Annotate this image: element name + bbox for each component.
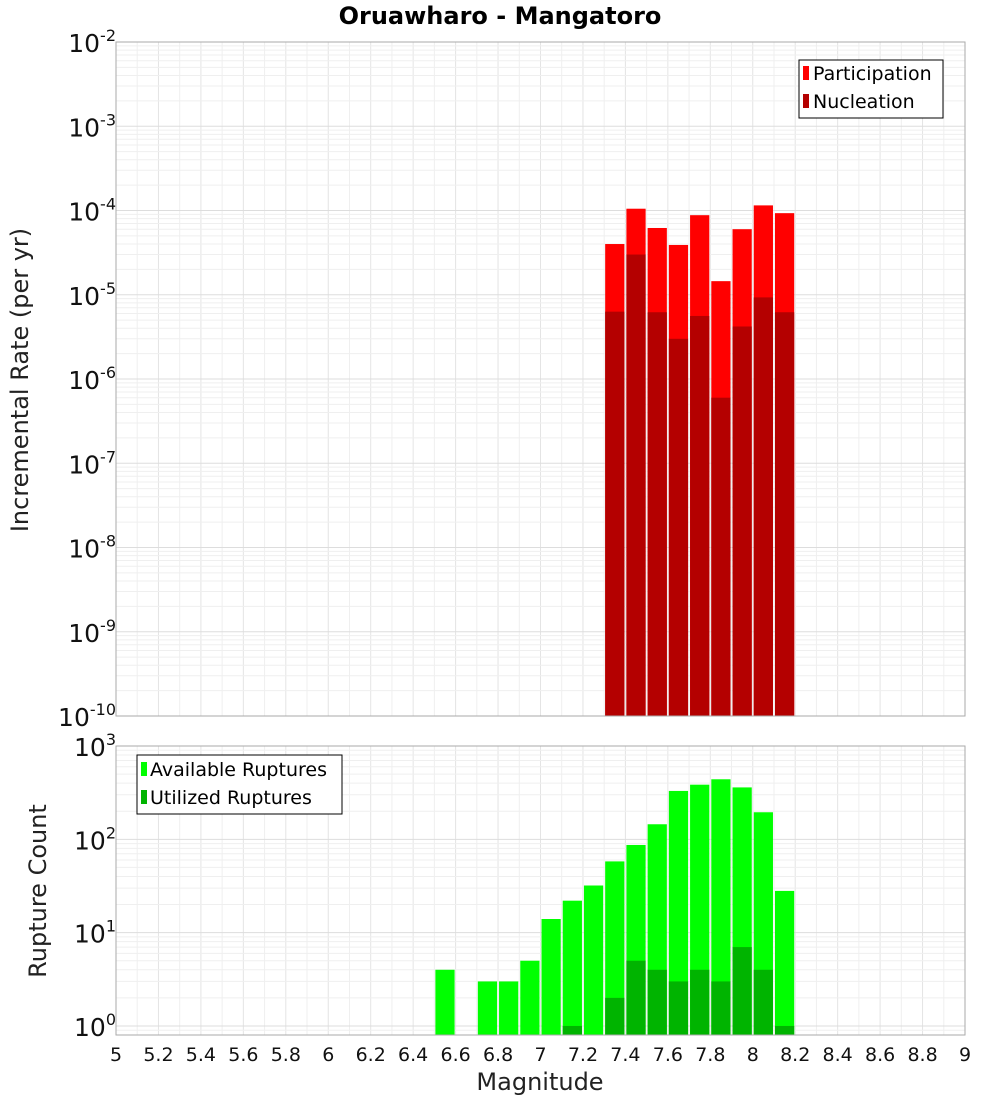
top-plot-frame [115, 41, 966, 717]
bar-nucleation [605, 311, 625, 716]
bar-nucleation [711, 397, 731, 716]
bottom-bars [435, 779, 795, 1035]
top-bars [605, 205, 795, 717]
y-tick-label: 10-10 [58, 700, 116, 732]
bar-available-ruptures [774, 890, 795, 1035]
x-tick-label: 7 [534, 1044, 546, 1066]
y-tick-label: 10-8 [68, 532, 116, 564]
legend-label-utilized-ruptures: Utilized Ruptures [150, 787, 312, 809]
top-legend-box [798, 59, 944, 119]
x-tick-label: 6.6 [440, 1044, 470, 1066]
x-tick-label: 5 [110, 1044, 122, 1066]
x-tick-labels: 5 5.2 5.4 5.6 5.8 6 6.2 6.4 6.6 6.8 7 7.2 7.4 7.6 7.8 8… [110, 1044, 971, 1066]
legend-label-participation: Participation [813, 63, 932, 85]
top-y-tick-labels: 10-10 10-9 10-8 10-7 10-6 10-5 10-4 10-3 10-2 [58, 26, 116, 732]
chart-title: Oruawharo - Mangatoro [339, 2, 662, 30]
bar-utilized-ruptures [690, 969, 710, 1035]
y-tick-label: 100 [74, 1010, 116, 1042]
bar-nucleation [774, 312, 795, 716]
bar-available-ruptures [668, 790, 689, 1035]
bar-utilized-ruptures [753, 969, 773, 1035]
bar-nucleation [753, 297, 773, 716]
legend-swatch-nucleation [803, 94, 809, 108]
bottom-legend: Available Ruptures Utilized Ruptures [136, 754, 343, 815]
x-tick-label: 6.4 [398, 1044, 428, 1066]
bar-utilized-ruptures [605, 997, 625, 1035]
x-tick-label: 8.2 [780, 1044, 810, 1066]
top-gridlines [115, 41, 966, 717]
top-legend: Participation Nucleation [798, 59, 944, 119]
x-tick-label: 6.2 [356, 1044, 386, 1066]
bar-available-ruptures [711, 779, 731, 1035]
x-tick-label: 5.4 [186, 1044, 216, 1066]
bar-utilized-ruptures [626, 960, 646, 1035]
x-tick-label: 8.8 [907, 1044, 937, 1066]
x-tick-label: 8 [747, 1044, 759, 1066]
y-tick-label: 102 [74, 823, 116, 855]
y-tick-label: 10-2 [68, 26, 116, 58]
y-tick-label: 103 [74, 730, 116, 762]
legend-label-nucleation: Nucleation [813, 91, 915, 113]
x-tick-label: 8.6 [865, 1044, 895, 1066]
bottom-legend-box [136, 754, 343, 815]
legend-swatch-utilized-ruptures [141, 790, 147, 804]
bar-utilized-ruptures [711, 981, 731, 1035]
x-tick-label: 7.8 [695, 1044, 725, 1066]
bar-utilized-ruptures [774, 1025, 795, 1035]
bar-available-ruptures [583, 885, 604, 1035]
bar-available-ruptures [562, 900, 582, 1035]
bar-available-ruptures [520, 960, 540, 1035]
x-tick-label: 7.6 [653, 1044, 683, 1066]
bar-nucleation [732, 326, 752, 716]
bar-available-ruptures [435, 969, 455, 1035]
legend-swatch-participation [803, 66, 809, 80]
bar-available-ruptures [605, 861, 625, 1035]
bar-available-ruptures [541, 919, 561, 1035]
bar-nucleation [626, 254, 646, 716]
y-tick-label: 10-9 [68, 616, 116, 648]
bar-nucleation [668, 338, 689, 716]
bar-utilized-ruptures [562, 1025, 582, 1035]
bar-nucleation [647, 312, 667, 716]
bar-available-ruptures [499, 981, 519, 1035]
y-tick-label: 10-4 [68, 195, 116, 227]
x-tick-label: 8.4 [823, 1044, 853, 1066]
x-axis-label: Magnitude [476, 1068, 603, 1096]
x-tick-label: 5.6 [228, 1044, 258, 1066]
x-tick-label: 6 [322, 1044, 334, 1066]
bar-utilized-ruptures [668, 981, 689, 1035]
top-y-axis-label: Incremental Rate (per yr) [6, 228, 34, 532]
x-tick-label: 7.2 [568, 1044, 598, 1066]
x-tick-label: 5.2 [143, 1044, 173, 1066]
legend-label-available-ruptures: Available Ruptures [150, 759, 327, 781]
x-tick-label: 9 [959, 1044, 971, 1066]
bar-utilized-ruptures [732, 947, 752, 1035]
bottom-y-axis-label: Rupture Count [24, 804, 52, 978]
x-tick-label: 5.8 [271, 1044, 301, 1066]
bottom-y-tick-labels: 100 101 102 103 [74, 730, 116, 1042]
x-tick-label: 7.4 [610, 1044, 640, 1066]
legend-swatch-available-ruptures [141, 762, 147, 776]
y-tick-label: 10-3 [68, 110, 116, 142]
y-tick-label: 10-5 [68, 279, 116, 311]
bar-utilized-ruptures [647, 969, 667, 1035]
y-tick-label: 10-6 [68, 363, 116, 395]
y-tick-label: 10-7 [68, 447, 116, 479]
x-tick-label: 6.8 [483, 1044, 513, 1066]
bar-nucleation [690, 315, 710, 716]
bottom-plot-frame [115, 745, 966, 1036]
y-tick-label: 101 [74, 917, 116, 949]
bar-available-ruptures [477, 981, 498, 1035]
